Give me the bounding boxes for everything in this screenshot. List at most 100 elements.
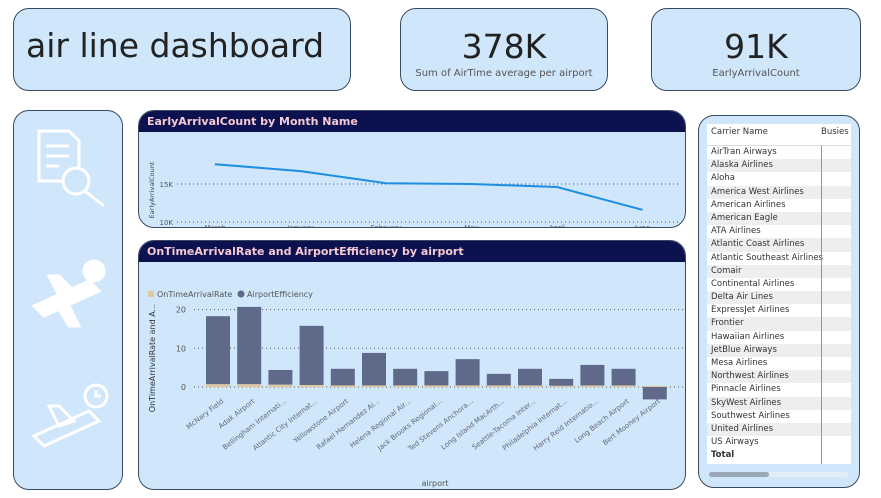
- kpi-value: 378K: [461, 27, 547, 66]
- carrier-table[interactable]: Carrier Name Busies AirTran Airways Alask…: [707, 124, 851, 464]
- table-row[interactable]: American Airlines: [711, 199, 786, 210]
- bar-ontime-arrival-rate: [393, 385, 418, 387]
- table-row[interactable]: Pinnacle Airlines: [711, 384, 781, 395]
- legend-swatch-ontime: [148, 291, 154, 297]
- bar-airport-efficiency: [642, 387, 667, 400]
- kpi-value: 91K: [724, 27, 788, 66]
- table-total-row: Total: [707, 449, 851, 463]
- y-axis-label: OnTimeArrivalRate and A...: [148, 304, 157, 412]
- bar-ontime-arrival-rate: [455, 385, 480, 387]
- bar-airport-efficiency: [330, 368, 355, 386]
- bar-airport-efficiency: [611, 368, 636, 386]
- x-tick-label: Yellowstone Airport: [291, 397, 350, 445]
- bar-airport-efficiency: [206, 316, 230, 385]
- table-row[interactable]: United Airlines: [707, 422, 851, 437]
- x-tick-label: April: [549, 224, 565, 228]
- document-search-icon: [37, 129, 105, 208]
- y-tick-label: 10: [176, 344, 186, 353]
- bar-ontime-arrival-rate: [518, 385, 542, 387]
- legend-label: AirportEfficiency: [247, 290, 313, 299]
- bar-ontime-arrival-rate: [237, 384, 262, 387]
- x-tick-label: June: [634, 224, 650, 228]
- y-axis-label: EarlyArrivalCount: [148, 161, 156, 218]
- bar-airport-efficiency: [518, 368, 542, 386]
- carrier-table-panel: Carrier Name Busies AirTran Airways Alask…: [698, 115, 860, 488]
- x-tick-label: May: [464, 224, 478, 228]
- x-axis-label: airport: [422, 479, 449, 488]
- x-tick-label: Long Beach Airport: [573, 397, 631, 445]
- kpi-early-arrival: 91K EarlyArrivalCount: [651, 8, 861, 91]
- table-row[interactable]: Mesa Airlines: [711, 358, 768, 368]
- y-tick-label: 15K: [160, 181, 174, 189]
- y-tick-label: 10K: [160, 219, 174, 227]
- plane-clock-outline-icon: [31, 383, 109, 448]
- bar-ontime-arrival-rate: [642, 385, 667, 387]
- table-row[interactable]: ATA Airlines: [711, 226, 761, 237]
- bar-ontime-arrival-rate: [486, 385, 511, 387]
- bar-airport-efficiency: [580, 364, 605, 386]
- y-tick-label: 0: [181, 383, 186, 392]
- scrollbar-thumb[interactable]: [709, 472, 769, 477]
- kpi-label: Sum of AirTime average per airport: [415, 68, 593, 79]
- table-row[interactable]: Frontier: [707, 317, 851, 331]
- table-row[interactable]: Northwest Airlines: [707, 370, 851, 384]
- horizontal-scrollbar[interactable]: [709, 472, 849, 477]
- legend-swatch-efficiency: [237, 290, 245, 298]
- table-row[interactable]: AirTran Airways: [711, 147, 777, 157]
- line-series: [214, 163, 643, 211]
- table-row[interactable]: Southwest Airlines: [711, 410, 790, 421]
- bar-chart: OnTimeArrivalRate AirportEfficiency 0 10 20 O…: [148, 290, 684, 488]
- table-row[interactable]: Comair: [707, 264, 851, 278]
- table-row[interactable]: Atlantic Southeast Airlines: [711, 252, 824, 263]
- plane-clock-icon: [31, 259, 106, 328]
- table-row[interactable]: US Airways: [711, 437, 759, 448]
- line-chart: 10K 15K EarlyArrivalCount March January Febru…: [148, 161, 679, 228]
- bar-airport-efficiency: [237, 306, 262, 385]
- table-row[interactable]: JetBlue Airways: [707, 343, 851, 357]
- table-row[interactable]: Hawaiian Airlines: [711, 331, 785, 342]
- table-row[interactable]: Aloha: [711, 173, 735, 184]
- bar-airport-efficiency: [549, 378, 574, 386]
- table-row[interactable]: ExpressJet Airlines: [711, 305, 790, 316]
- x-tick-label: February: [370, 224, 401, 228]
- bar-ontime-arrival-rate: [362, 385, 386, 387]
- table-row[interactable]: Atlantic Coast Airlines: [707, 238, 851, 252]
- bar-airport-efficiency: [486, 373, 511, 386]
- bar-chart-panel: OnTimeArrivalRate and AirportEfficiency …: [138, 240, 686, 490]
- table-header: Carrier Name Busies: [707, 124, 851, 146]
- column-header-carrier[interactable]: Carrier Name: [711, 127, 768, 137]
- bar-airport-efficiency: [268, 369, 293, 385]
- kpi-label: EarlyArrivalCount: [712, 68, 800, 79]
- table-row[interactable]: Delta Air Lines: [707, 291, 851, 305]
- bar-ontime-arrival-rate: [299, 385, 324, 387]
- bar-ontime-arrival-rate: [611, 385, 636, 387]
- icon-panel: [13, 110, 123, 490]
- bar-ontime-arrival-rate: [330, 385, 355, 387]
- bar-airport-efficiency: [299, 325, 324, 386]
- legend-label: OnTimeArrivalRate: [157, 290, 232, 299]
- table-row[interactable]: America West Airlines: [707, 185, 851, 199]
- table-row[interactable]: Alaska Airlines: [707, 159, 851, 173]
- column-divider: [821, 146, 822, 464]
- title-card: air line dashboard: [13, 8, 351, 91]
- bar-ontime-arrival-rate: [206, 384, 230, 387]
- bar-chart-title: OnTimeArrivalRate and AirportEfficiency …: [139, 241, 685, 262]
- bar-ontime-arrival-rate: [580, 385, 605, 387]
- bar-airport-efficiency: [424, 371, 449, 386]
- line-chart-panel: EarlyArrivalCount by Month Name 10K 15K Ea…: [138, 110, 686, 228]
- x-tick-label: January: [286, 224, 314, 228]
- y-tick-label: 20: [176, 306, 186, 315]
- kpi-airtime: 378K Sum of AirTime average per airport: [400, 8, 608, 91]
- line-chart-title: EarlyArrivalCount by Month Name: [139, 111, 685, 132]
- bar-airport-efficiency: [455, 359, 480, 386]
- table-row[interactable]: American Eagle: [707, 211, 851, 226]
- table-row[interactable]: SkyWest Airlines: [707, 396, 851, 410]
- bar-airport-efficiency: [362, 352, 386, 386]
- bar-ontime-arrival-rate: [424, 385, 449, 387]
- bar-ontime-arrival-rate: [549, 385, 574, 387]
- x-tick-label: Bert Mooney Airport: [601, 397, 662, 447]
- column-header-busiest[interactable]: Busies: [821, 127, 849, 137]
- dashboard-title: air line dashboard: [26, 26, 325, 65]
- table-row[interactable]: Continental Airlines: [711, 278, 795, 289]
- x-tick-label: March: [204, 224, 225, 228]
